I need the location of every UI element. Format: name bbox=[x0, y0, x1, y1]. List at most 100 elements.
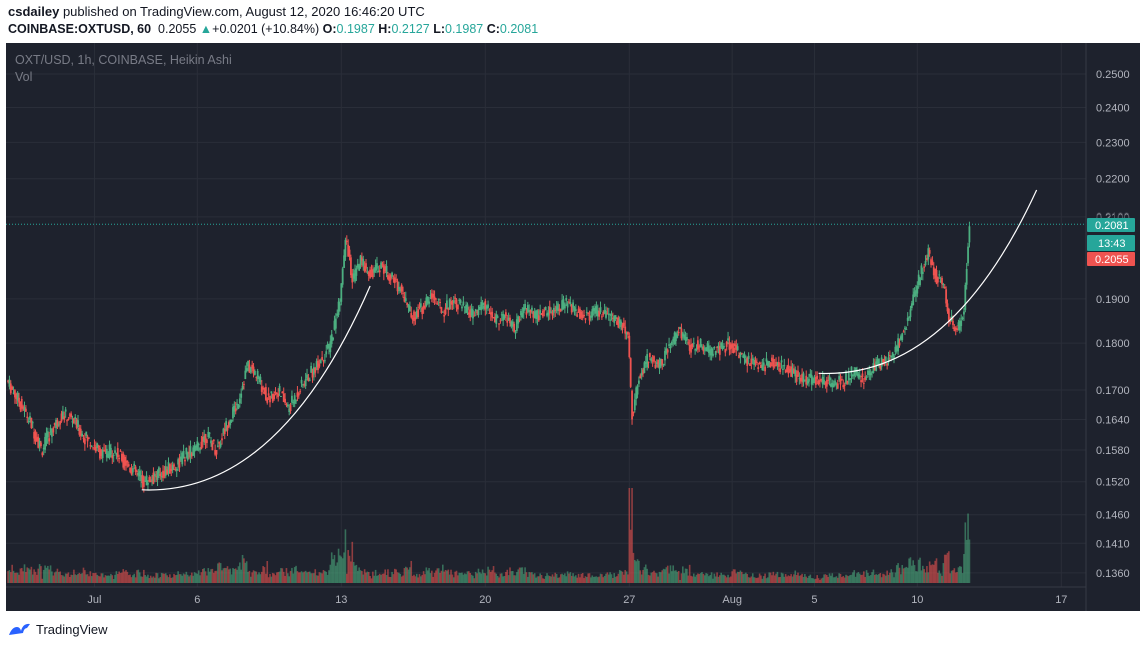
volume-bar bbox=[458, 572, 461, 583]
candle-body bbox=[742, 355, 745, 358]
volume-bar bbox=[758, 573, 761, 583]
candle-body bbox=[152, 472, 155, 484]
volume-bar bbox=[761, 578, 764, 583]
volume-bar bbox=[756, 578, 758, 583]
candle-body bbox=[115, 452, 118, 456]
volume-bar bbox=[852, 572, 854, 583]
candle-body bbox=[720, 342, 723, 348]
candle-body bbox=[304, 379, 307, 386]
volume-bar bbox=[935, 558, 938, 583]
volume-bar bbox=[459, 572, 462, 583]
volume-bar bbox=[810, 578, 813, 583]
volume-bar bbox=[133, 573, 136, 583]
candle-body bbox=[345, 240, 348, 242]
candle-body bbox=[713, 347, 716, 349]
candle-body bbox=[326, 344, 329, 349]
volume-bar bbox=[767, 577, 769, 583]
volume-bar bbox=[48, 569, 50, 583]
candle-body bbox=[958, 320, 961, 331]
candle-body bbox=[436, 303, 439, 305]
candle-body bbox=[472, 310, 474, 319]
volume-bar bbox=[284, 575, 286, 583]
volume-bar bbox=[679, 579, 681, 583]
volume-bar bbox=[745, 572, 747, 583]
volume-bar bbox=[858, 573, 861, 583]
candle-body bbox=[507, 317, 510, 321]
volume-bar bbox=[155, 572, 157, 583]
volume-bar bbox=[84, 570, 86, 583]
volume-bar bbox=[274, 575, 277, 583]
volume-bar bbox=[919, 557, 921, 583]
candle-body bbox=[398, 286, 400, 289]
candle-body bbox=[681, 333, 684, 337]
volume-bar bbox=[632, 552, 635, 583]
candle-body bbox=[236, 403, 238, 406]
volume-bar bbox=[214, 570, 216, 583]
brand-label[interactable]: TradingView bbox=[36, 621, 108, 637]
volume-bar bbox=[104, 575, 107, 583]
volume-bar bbox=[384, 569, 386, 583]
volume-bar bbox=[15, 572, 18, 583]
candle-body bbox=[22, 406, 25, 410]
candle-body bbox=[942, 283, 945, 285]
volume-bar bbox=[96, 574, 98, 583]
volume-bar bbox=[184, 574, 186, 583]
volume-bar bbox=[115, 571, 118, 583]
candle-body bbox=[286, 404, 289, 407]
candle-body bbox=[816, 375, 819, 379]
candle-body bbox=[93, 445, 96, 447]
volume-bar bbox=[967, 513, 969, 583]
candle-body bbox=[572, 302, 574, 308]
volume-bar bbox=[871, 572, 873, 583]
candle-body bbox=[174, 469, 177, 471]
candle-body bbox=[926, 258, 928, 261]
last-price-text: 0.2081 bbox=[1095, 220, 1129, 232]
candle-body bbox=[155, 476, 158, 478]
candle-body bbox=[891, 352, 894, 357]
volume-bars bbox=[7, 488, 971, 583]
candle-body bbox=[857, 373, 860, 378]
candle-body bbox=[509, 317, 511, 324]
candle-body bbox=[469, 309, 472, 318]
volume-bar bbox=[821, 577, 824, 583]
chart-frame[interactable]: 0.2500 0.2400 0.2300 0.2200 0.2100 0.1900 0.18… bbox=[6, 43, 1140, 611]
candle-body bbox=[332, 337, 334, 340]
volume-bar bbox=[488, 569, 491, 583]
candle-body bbox=[668, 344, 670, 346]
candle-body bbox=[550, 311, 553, 313]
candle-body bbox=[614, 315, 617, 319]
volume-bar bbox=[462, 574, 465, 583]
price-chart[interactable]: 0.25000.24000.23000.22000.21000.19000.18… bbox=[6, 43, 1140, 611]
volume-bar bbox=[548, 576, 551, 583]
candle-body bbox=[813, 378, 816, 380]
volume-bar bbox=[36, 574, 38, 583]
volume-bar bbox=[70, 574, 72, 583]
volume-bar bbox=[308, 571, 311, 583]
author-name[interactable]: csdailey bbox=[8, 4, 60, 19]
volume-bar bbox=[643, 567, 646, 583]
volume-bar bbox=[891, 572, 894, 583]
volume-bar bbox=[178, 574, 181, 583]
candle-body bbox=[258, 377, 260, 379]
volume-bar bbox=[229, 568, 232, 583]
candle-body bbox=[930, 259, 932, 265]
candle-body bbox=[411, 317, 414, 320]
volume-bar bbox=[431, 570, 433, 583]
volume-bar bbox=[300, 571, 303, 583]
volume-bar bbox=[149, 575, 152, 583]
volume-bar bbox=[494, 572, 496, 583]
candle-body bbox=[939, 280, 942, 283]
candle-body bbox=[803, 380, 806, 382]
volume-bar bbox=[605, 573, 607, 583]
volume-bar bbox=[468, 571, 470, 583]
candle-body bbox=[496, 316, 499, 318]
volume-bar bbox=[831, 573, 834, 583]
candle-body bbox=[642, 369, 644, 374]
volume-bar bbox=[269, 573, 271, 583]
volume-bar bbox=[439, 572, 441, 583]
candle-body bbox=[823, 379, 825, 384]
volume-bar bbox=[426, 570, 429, 583]
candle-body bbox=[300, 379, 303, 384]
volume-bar bbox=[550, 576, 552, 583]
candle-body bbox=[406, 302, 409, 305]
